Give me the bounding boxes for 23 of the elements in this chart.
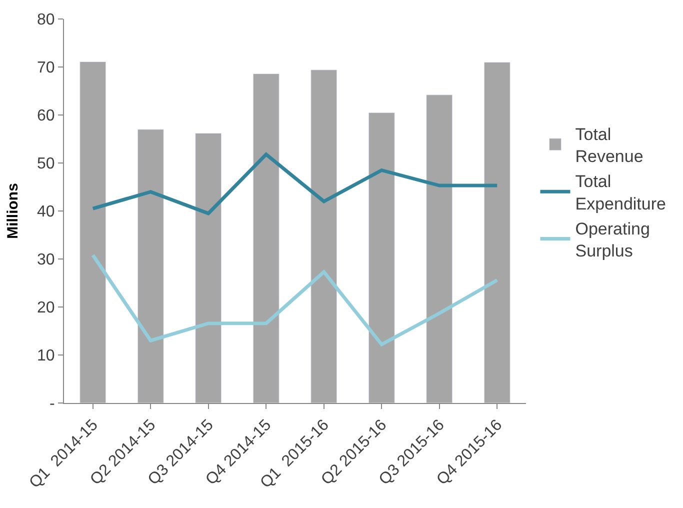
- y-tick-label: 60: [37, 108, 55, 125]
- bar: [80, 61, 106, 403]
- y-tick-label: 20: [37, 300, 55, 317]
- y-tick-label: -: [49, 396, 55, 413]
- legend-label: Total Expenditure: [575, 172, 666, 214]
- legend-label: Operating Surplus: [575, 219, 650, 260]
- bar: [484, 62, 510, 403]
- y-tick-label: 70: [37, 60, 55, 77]
- y-tick-label: 10: [37, 348, 55, 365]
- y-tick-label: 40: [37, 204, 55, 221]
- bar: [252, 73, 280, 403]
- y-tick-label: 50: [37, 156, 55, 173]
- line-series: [91, 152, 499, 216]
- legend-label: Total Revenue: [575, 124, 644, 166]
- bar: [195, 132, 222, 403]
- bar: [137, 129, 164, 403]
- y-axis-title: Millions: [4, 183, 22, 239]
- line-series: [91, 253, 499, 346]
- bar: [310, 70, 338, 403]
- bar: [368, 112, 395, 403]
- y-tick-label: 30: [37, 252, 55, 269]
- y-tick-label: 80: [37, 12, 55, 29]
- bar: [426, 94, 453, 403]
